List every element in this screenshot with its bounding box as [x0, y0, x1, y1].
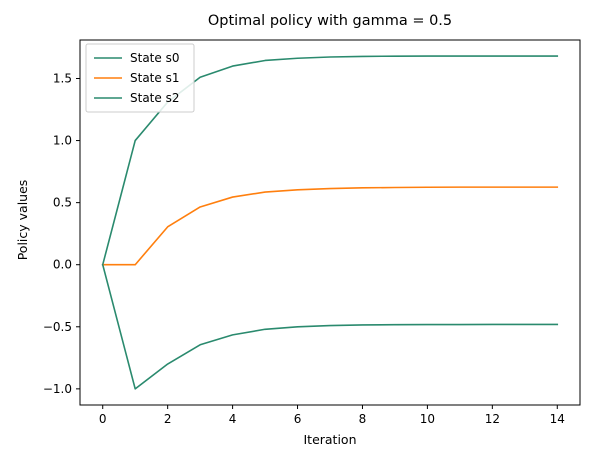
chart-title: Optimal policy with gamma = 0.5	[208, 13, 452, 29]
y-tick-label: −1.0	[43, 382, 72, 396]
plot-frame	[79, 39, 581, 406]
y-tick-label: 0.5	[53, 196, 72, 210]
legend-label: State s2	[130, 91, 179, 105]
x-tick-label: 10	[420, 412, 435, 426]
x-tick-label: 12	[485, 412, 500, 426]
y-tick-label: −0.5	[43, 320, 72, 334]
y-tick-label: 1.0	[53, 134, 72, 148]
x-axis-label: Iteration	[303, 432, 356, 447]
series-line-2	[101, 186, 559, 266]
x-axis: 0 2 4 6 8 10 12 14	[99, 405, 565, 426]
x-tick-label: 14	[550, 412, 565, 426]
legend-label: State s0	[130, 51, 179, 65]
y-tick-label: 1.5	[53, 71, 72, 85]
y-tick-label: 0.0	[53, 258, 72, 272]
x-tick-label: 6	[294, 412, 302, 426]
legend-label: State s1	[130, 71, 179, 85]
x-tick-label: 8	[359, 412, 367, 426]
x-tick-label: 4	[229, 412, 237, 426]
series-line-3	[101, 263, 559, 390]
x-tick-label: 2	[164, 412, 172, 426]
x-tick-label: 0	[99, 412, 107, 426]
legend: State s0 State s1 State s2	[85, 43, 195, 113]
legend-box	[85, 43, 195, 113]
y-axis: −1.0 −0.5 0.0 0.5 1.0 1.5	[43, 71, 80, 396]
y-axis-label: Policy values	[15, 180, 30, 261]
